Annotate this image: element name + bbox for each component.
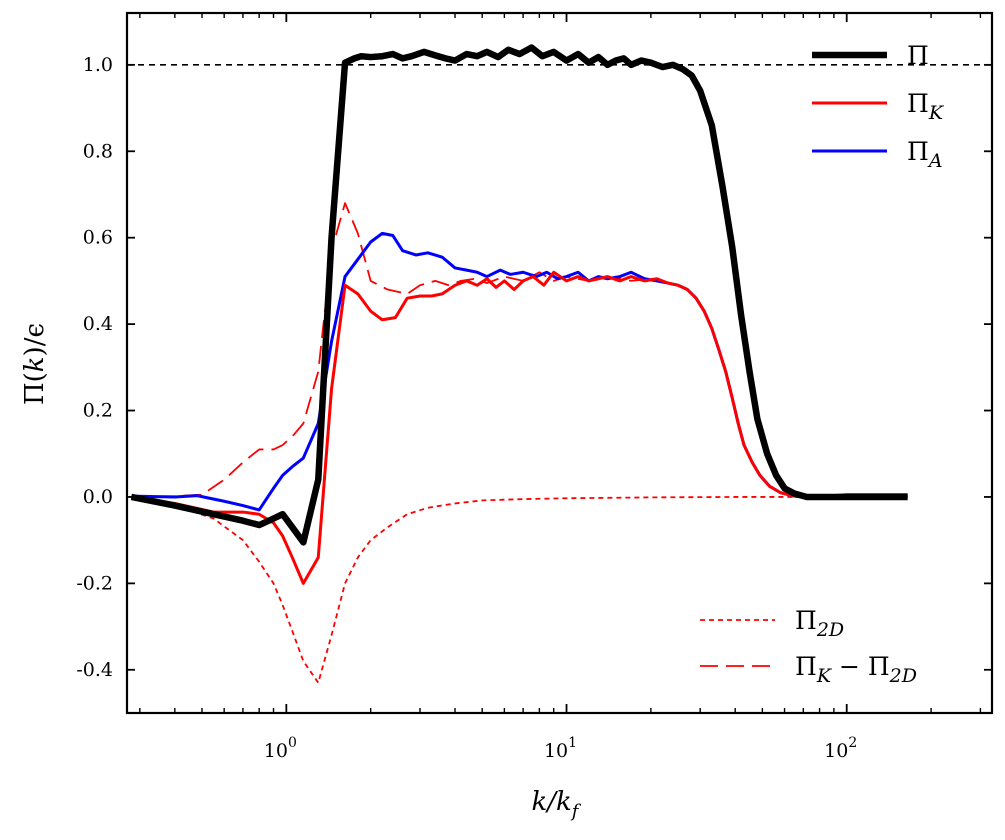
x-tick-base: 10 <box>824 740 848 762</box>
axes-layer <box>125 11 994 715</box>
y-tick-label: -0.2 <box>76 572 113 594</box>
y-tick-label: -0.4 <box>76 659 113 681</box>
legend-label-base: Π <box>907 41 929 70</box>
x-tick-label: 100 <box>264 735 297 762</box>
y-tick-label: 1.0 <box>83 54 113 76</box>
series-line-pi <box>130 44 908 546</box>
x-axis-label: k/kf <box>532 787 582 822</box>
series-line-pi-k <box>131 270 908 585</box>
plot-frame <box>125 11 994 715</box>
x-tick-base: 10 <box>264 740 288 762</box>
y-tick-label: 0.2 <box>83 400 113 422</box>
x-tick-label: 102 <box>824 735 857 762</box>
legend-label-sub: K <box>928 102 945 124</box>
legend-label-base: Π <box>795 606 817 635</box>
series-layer <box>130 44 908 684</box>
legend-label-base: Π <box>907 137 929 166</box>
legend-label-sub: A <box>927 150 943 172</box>
legend-label-mid: − Π <box>831 652 890 681</box>
legend-label-pi-a: ΠA <box>907 137 943 172</box>
series-line-pi-k-minus-pi-2d <box>131 202 908 498</box>
legend-label-pi-2d: Π2D <box>795 606 844 641</box>
legend-label-base: Π <box>907 89 929 118</box>
y-tick-label: 0.4 <box>83 313 113 335</box>
y-tick-label: 0.0 <box>83 486 113 508</box>
x-tick-label: 101 <box>544 735 577 762</box>
y-tick-label: 0.6 <box>83 227 113 249</box>
legend-label-pi: Π <box>907 41 929 70</box>
y-axis-label: Π(k)/ϵ <box>20 323 50 405</box>
legend-label-sub: 2D <box>816 619 844 641</box>
legend-label-pi-k: ΠK <box>907 89 945 124</box>
legend-label-pi-k-minus-pi-2d: ΠK − Π2D <box>795 652 917 687</box>
x-tick-exponent: 1 <box>568 735 577 751</box>
legend-label-sub2: 2D <box>889 665 917 687</box>
legend-label-base: Π <box>795 652 817 681</box>
x-tick-exponent: 0 <box>288 735 297 751</box>
series-line-pi-a <box>131 231 908 512</box>
x-tick-exponent: 2 <box>848 735 857 751</box>
series-line-pi-2d <box>131 496 908 684</box>
legend-label-sub: K <box>816 665 833 687</box>
x-tick-base: 10 <box>544 740 568 762</box>
y-tick-label: 0.8 <box>83 140 113 162</box>
